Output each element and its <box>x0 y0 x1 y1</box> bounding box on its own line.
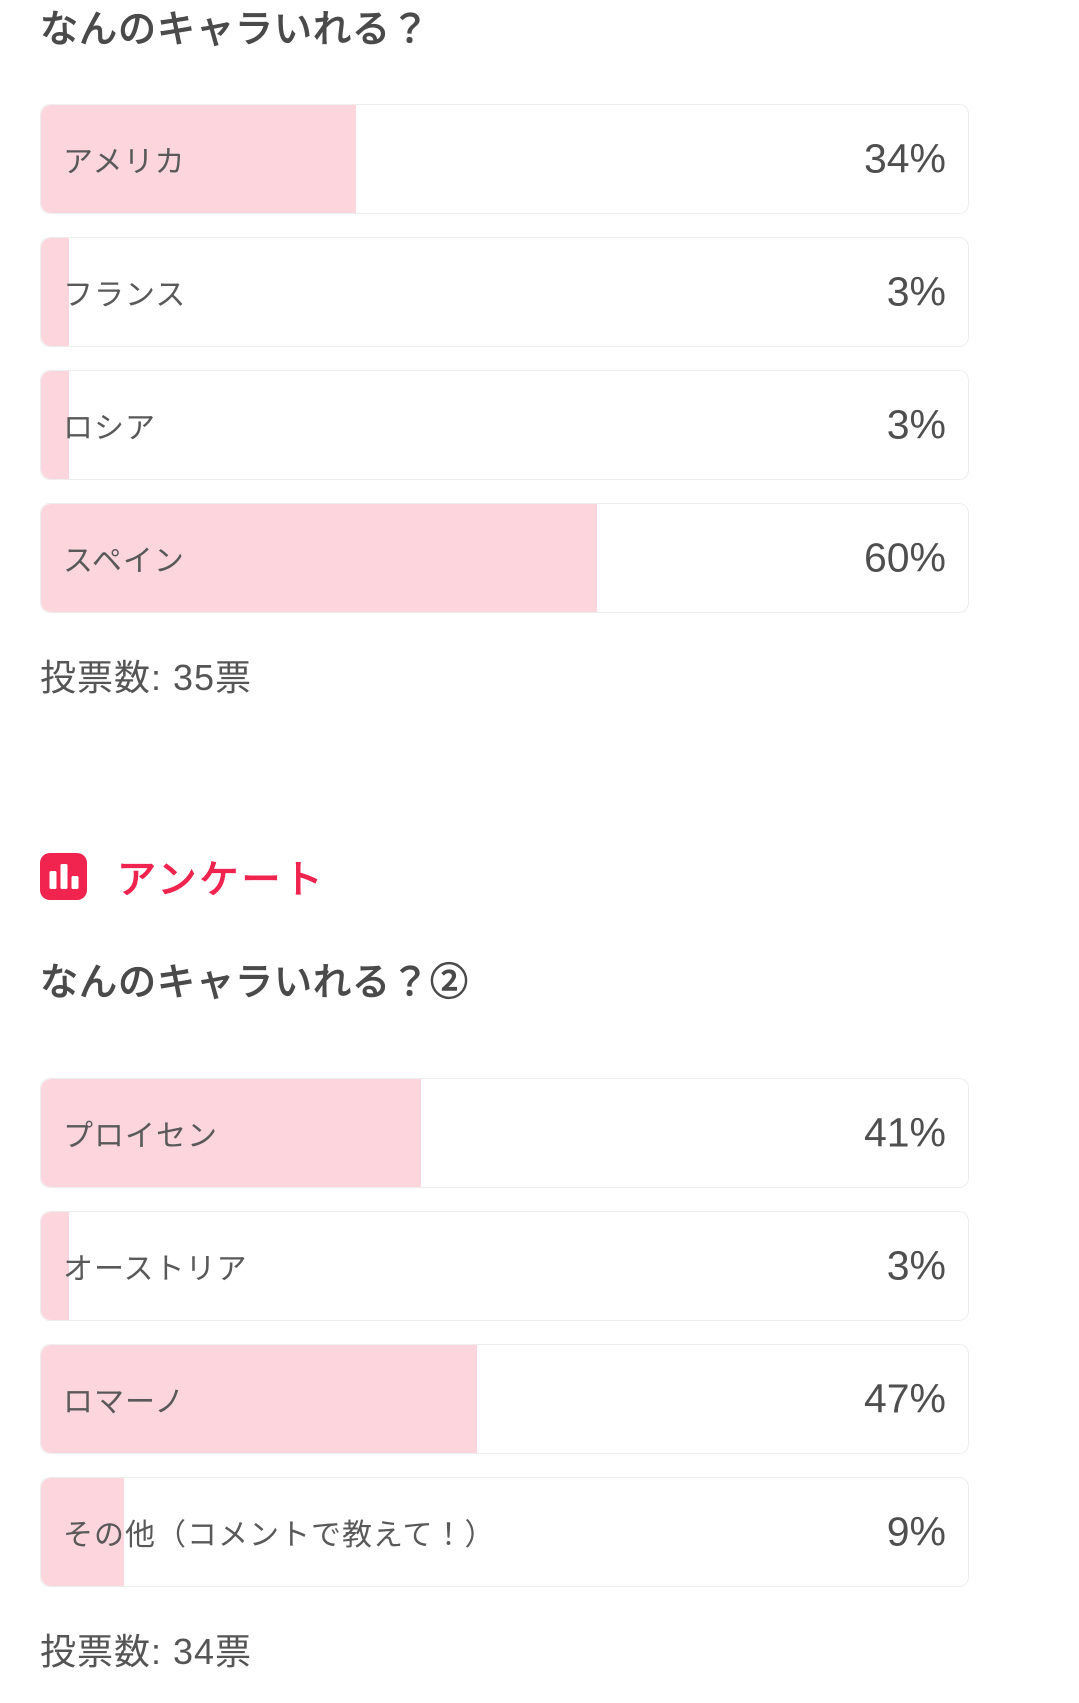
poll-option-row[interactable]: ロシア 3% <box>40 369 969 480</box>
poll-2-results: プロイセン 41% オーストリア 3% ロマーノ 47% その他（コメントで教え… <box>40 1078 969 1588</box>
poll-option-row[interactable]: フランス 3% <box>40 236 969 347</box>
poll-option-label: ロマーノ <box>63 1386 186 1420</box>
poll-option-row[interactable]: プロイセン 41% <box>40 1078 969 1189</box>
poll-option-label: スペイン <box>63 544 185 578</box>
poll-option-row[interactable]: オーストリア 3% <box>40 1211 969 1322</box>
poll-option-label: アメリカ <box>63 145 186 179</box>
poll-1-title: なんのキャラいれる？ <box>40 9 431 51</box>
poll-option-label: ロシア <box>63 411 156 445</box>
poll-option-label: フランス <box>63 278 187 312</box>
poll-option-row[interactable]: その他（コメントで教えて！） 9% <box>40 1477 969 1588</box>
poll-option-bar-fill <box>41 370 69 479</box>
bar-chart-icon <box>40 853 87 901</box>
poll-option-bar-fill <box>41 1212 69 1321</box>
poll-1-results: アメリカ 34% フランス 3% ロシア 3% スペイン 60% <box>40 103 969 613</box>
poll-1-votes-count: 投票数: 35票 <box>40 656 253 698</box>
poll-option-label: その他（コメントで教えて！） <box>63 1519 496 1553</box>
poll-option-bar-fill <box>41 503 598 612</box>
poll-option-percent: 47% <box>863 1375 946 1422</box>
survey-badge-label: アンケート <box>117 858 326 902</box>
poll-option-percent: 41% <box>863 1109 946 1156</box>
poll-2-title: なんのキャラいれる？② <box>40 961 470 1004</box>
poll-option-row[interactable]: スペイン 60% <box>40 502 969 613</box>
poll-option-bar-fill <box>41 1345 477 1454</box>
poll-option-label: オーストリア <box>63 1253 248 1287</box>
poll-option-bar-fill <box>41 104 357 213</box>
survey-section-badge: アンケート <box>40 849 969 905</box>
poll-option-percent: 3% <box>886 268 946 315</box>
poll-option-percent: 9% <box>886 1508 946 1555</box>
poll-option-percent: 34% <box>863 135 946 182</box>
poll-option-bar-fill <box>41 1079 422 1188</box>
poll-option-row[interactable]: ロマーノ 47% <box>40 1344 969 1455</box>
poll-option-percent: 3% <box>886 401 946 448</box>
poll-option-bar-fill <box>41 1478 125 1587</box>
poll-option-label: プロイセン <box>63 1120 218 1154</box>
poll-2-votes-count: 投票数: 34票 <box>40 1631 253 1673</box>
poll-option-bar-fill <box>41 237 69 346</box>
poll-option-percent: 3% <box>886 1242 946 1289</box>
poll-option-percent: 60% <box>863 534 946 581</box>
poll-option-row[interactable]: アメリカ 34% <box>40 103 969 214</box>
